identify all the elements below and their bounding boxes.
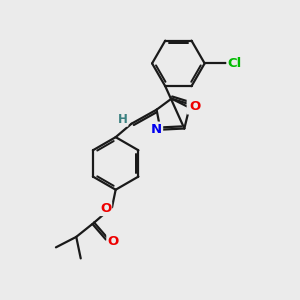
Text: Cl: Cl [227,57,242,70]
Text: N: N [151,123,162,136]
Text: H: H [118,113,128,126]
Text: O: O [189,100,200,113]
Text: O: O [188,100,199,113]
Text: O: O [107,235,118,248]
Text: O: O [100,202,111,215]
